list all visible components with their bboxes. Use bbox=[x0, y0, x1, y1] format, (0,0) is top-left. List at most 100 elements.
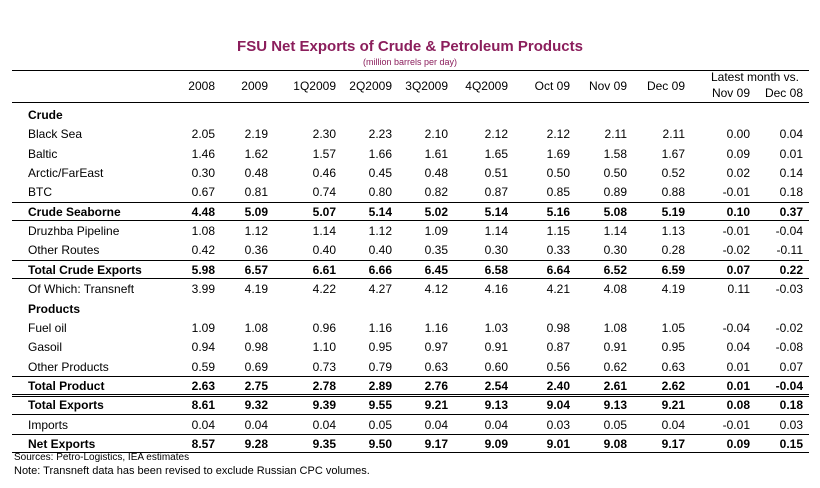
table-cell: 2.23 bbox=[368, 127, 392, 142]
row-label: Crude Seaborne bbox=[28, 204, 121, 219]
row-label: Fuel oil bbox=[28, 320, 67, 335]
table-cell: 0.08 bbox=[726, 398, 750, 413]
table-cell: 0.10 bbox=[726, 204, 750, 219]
column-header: 2009 bbox=[241, 79, 268, 93]
table-cell: 0.18 bbox=[779, 185, 803, 200]
header-top-rule bbox=[12, 70, 809, 71]
table-cell: 1.57 bbox=[312, 146, 336, 161]
table-cell: 0.48 bbox=[424, 166, 448, 181]
row-label: Total Exports bbox=[28, 398, 104, 413]
table-cell: 8.61 bbox=[191, 398, 215, 413]
table-cell: 0.09 bbox=[726, 146, 750, 161]
table-cell: 9.55 bbox=[368, 398, 392, 413]
table-cell: 1.05 bbox=[661, 320, 685, 335]
table-cell: 5.09 bbox=[244, 204, 268, 219]
table-cell: 6.45 bbox=[424, 262, 448, 277]
table-cell: 0.04 bbox=[312, 417, 336, 432]
table-cell: 2.12 bbox=[484, 127, 508, 142]
table-cell: 0.60 bbox=[484, 359, 508, 374]
table-cell: 1.14 bbox=[603, 224, 627, 239]
table-cell: 0.30 bbox=[484, 243, 508, 258]
table-cell: 9.13 bbox=[484, 398, 508, 413]
table-cell: 1.15 bbox=[546, 224, 570, 239]
table-cell: 1.65 bbox=[484, 146, 508, 161]
table-cell: 5.14 bbox=[368, 204, 392, 219]
table-cell: 0.69 bbox=[244, 359, 268, 374]
table-cell: 0.07 bbox=[726, 262, 750, 277]
table-cell: 9.13 bbox=[603, 398, 627, 413]
table-cell: 0.04 bbox=[779, 127, 803, 142]
table-cell: 0.81 bbox=[244, 185, 268, 200]
table-cell: 0.09 bbox=[726, 436, 750, 451]
table-cell: 5.14 bbox=[484, 204, 508, 219]
table-cell: -0.04 bbox=[775, 378, 803, 393]
total-row-rule bbox=[12, 434, 809, 454]
table-cell: 0.56 bbox=[546, 359, 570, 374]
table-cell: 0.28 bbox=[661, 243, 685, 258]
table-cell: 3.99 bbox=[191, 282, 215, 297]
table-cell: 0.51 bbox=[484, 166, 508, 181]
table-cell: 0.97 bbox=[424, 340, 448, 355]
table-cell: -0.01 bbox=[722, 224, 750, 239]
column-header: Oct 09 bbox=[534, 79, 570, 93]
table-cell: 9.28 bbox=[244, 436, 268, 451]
section-heading: Crude bbox=[28, 108, 63, 122]
table-cell: 2.89 bbox=[368, 378, 392, 393]
table-cell: 0.89 bbox=[603, 185, 627, 200]
table-cell: 0.85 bbox=[546, 185, 570, 200]
table-cell: 2.11 bbox=[662, 127, 685, 142]
table-cell: -0.02 bbox=[775, 320, 803, 335]
table-cell: 9.01 bbox=[546, 436, 570, 451]
table-cell: 1.16 bbox=[424, 320, 448, 335]
table-cell: 1.12 bbox=[368, 224, 392, 239]
table-cell: 9.04 bbox=[546, 398, 570, 413]
total-row-rule bbox=[12, 202, 809, 222]
row-label: Other Routes bbox=[28, 243, 100, 258]
table-cell: 0.40 bbox=[312, 243, 336, 258]
table-cell: 0.07 bbox=[779, 359, 803, 374]
table-cell: 0.40 bbox=[368, 243, 392, 258]
table-cell: 2.61 bbox=[603, 378, 627, 393]
table-cell: 0.82 bbox=[424, 185, 448, 200]
table-cell: 0.22 bbox=[779, 262, 803, 277]
table-cell: 0.15 bbox=[779, 436, 803, 451]
table-cell: 0.91 bbox=[484, 340, 508, 355]
table-cell: 9.17 bbox=[661, 436, 685, 451]
table-cell: 2.19 bbox=[244, 127, 268, 142]
table-cell: 1.61 bbox=[424, 146, 448, 161]
column-header: 2008 bbox=[188, 79, 215, 93]
column-header: Nov 09 bbox=[711, 86, 750, 100]
table-cell: 1.13 bbox=[661, 224, 685, 239]
table-cell: 4.16 bbox=[484, 282, 508, 297]
table-cell: 0.48 bbox=[244, 166, 268, 181]
row-label: Gasoil bbox=[28, 340, 63, 355]
table-cell: 0.50 bbox=[546, 166, 570, 181]
table-cell: 0.50 bbox=[603, 166, 627, 181]
table-cell: 0.01 bbox=[779, 146, 803, 161]
table-cell: 0.04 bbox=[424, 417, 448, 432]
table-cell: 0.04 bbox=[244, 417, 268, 432]
total-row-rule bbox=[12, 395, 809, 415]
table-cell: 0.30 bbox=[603, 243, 627, 258]
table-cell: 4.19 bbox=[244, 282, 268, 297]
table-cell: 0.01 bbox=[726, 359, 750, 374]
table-cell: 0.63 bbox=[661, 359, 685, 374]
table-cell: 0.95 bbox=[368, 340, 392, 355]
column-header: 1Q2009 bbox=[293, 79, 336, 93]
total-row-rule bbox=[12, 376, 809, 396]
table-cell: 4.08 bbox=[603, 282, 627, 297]
table-cell: 0.73 bbox=[312, 359, 336, 374]
table-cell: 5.98 bbox=[191, 262, 215, 277]
table-cell: 2.11 bbox=[604, 127, 627, 142]
table-cell: 0.37 bbox=[779, 204, 803, 219]
table-cell: 0.04 bbox=[726, 340, 750, 355]
table-cell: 1.03 bbox=[484, 320, 508, 335]
table-cell: -0.04 bbox=[775, 224, 803, 239]
column-header: Dec 08 bbox=[764, 86, 803, 100]
column-header: 2Q2009 bbox=[349, 79, 392, 93]
table-cell: 1.12 bbox=[244, 224, 268, 239]
table-cell: 0.63 bbox=[424, 359, 448, 374]
sources-note: Sources: Petro-Logistics, IEA estimates bbox=[14, 452, 190, 463]
table-cell: 4.12 bbox=[424, 282, 448, 297]
table-cell: 5.19 bbox=[661, 204, 685, 219]
